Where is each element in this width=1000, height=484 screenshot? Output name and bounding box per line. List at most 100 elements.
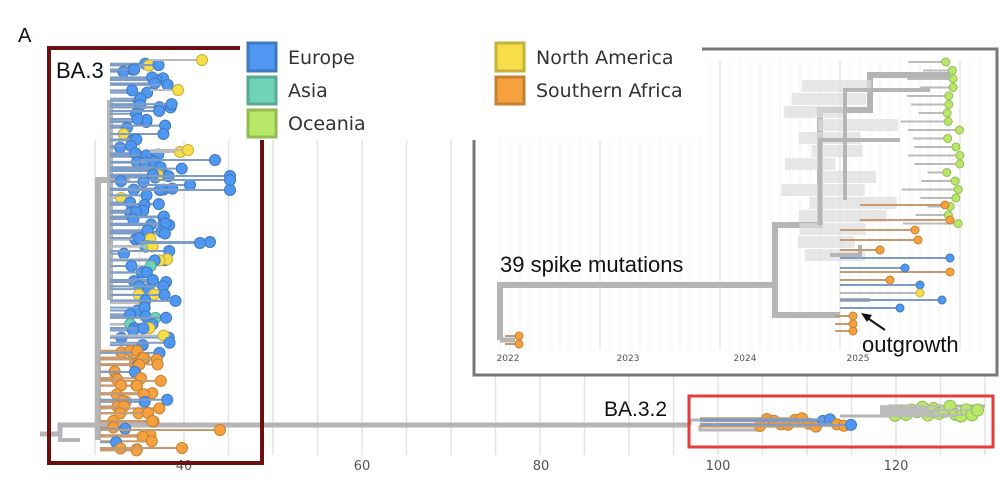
tip-node	[944, 100, 954, 109]
inset-tick: 2022	[497, 354, 520, 364]
tip-node	[169, 294, 182, 307]
tip-node	[937, 295, 947, 305]
inset-tick: 2025	[847, 354, 870, 364]
tip-node	[885, 275, 895, 285]
tip-node	[128, 63, 141, 76]
legend-item-north-america: North America	[494, 41, 674, 73]
tip-node	[175, 162, 188, 175]
tip-node	[117, 65, 130, 78]
branch	[58, 434, 80, 442]
tip-node	[161, 78, 174, 91]
tip-node	[224, 174, 236, 186]
axis-tick: 100	[706, 459, 731, 474]
tip-node	[160, 311, 173, 324]
ba3-label: BA.3	[56, 58, 104, 83]
tip-node	[182, 144, 194, 156]
tip-node	[945, 215, 955, 225]
tip-node	[176, 442, 188, 454]
tip-node	[940, 200, 950, 210]
tip-node	[172, 84, 184, 96]
tip-node	[130, 444, 143, 457]
confidence-bar	[809, 197, 897, 209]
tip-node	[152, 59, 165, 72]
ba3-clade-box	[47, 46, 264, 465]
tip-node	[194, 237, 206, 249]
tip-node	[848, 311, 858, 321]
confidence-bar	[811, 145, 863, 157]
legend-item-southern-africa: Southern Africa	[494, 75, 683, 106]
tip-node	[127, 324, 140, 337]
tip-node	[209, 154, 221, 166]
tip-node	[951, 193, 961, 203]
legend-background	[240, 40, 702, 140]
tip-node	[953, 219, 963, 228]
tip-node	[915, 280, 925, 290]
legend-label: North America	[536, 47, 674, 69]
tip-node	[948, 74, 958, 84]
confidence-bar	[818, 171, 877, 183]
tip-node	[204, 236, 216, 248]
tip-node	[953, 185, 963, 194]
tip-node	[954, 125, 964, 135]
legend-item-europe: Europe	[246, 41, 355, 73]
tip-node	[157, 127, 170, 140]
tip-node	[161, 393, 174, 406]
tip-node	[138, 395, 151, 408]
tip-node	[131, 113, 144, 126]
tip-node	[945, 267, 955, 277]
tip-node	[147, 168, 160, 181]
tip-node	[133, 231, 146, 244]
ba32-label: BA.3.2	[604, 398, 667, 421]
confidence-bar	[797, 236, 855, 248]
tip-node	[900, 263, 910, 273]
tip-node	[942, 168, 952, 177]
tip-node	[943, 134, 953, 143]
tip-node	[875, 245, 885, 255]
tip-node	[214, 424, 226, 436]
confidence-bar	[799, 223, 866, 235]
tip-node	[130, 379, 143, 392]
outgrowth-annotation: outgrowth	[862, 332, 959, 357]
tip-node	[951, 142, 961, 152]
arrow-icon	[861, 313, 886, 331]
tip-node	[945, 253, 955, 263]
tip-node	[950, 176, 960, 186]
tip-node	[848, 326, 858, 336]
tip-node	[941, 57, 951, 67]
ba32-clade-box	[687, 394, 995, 449]
tip-node	[107, 421, 120, 434]
tip-node	[158, 227, 171, 240]
tip-node	[184, 179, 196, 191]
legend-item-oceania: Oceania	[246, 108, 366, 139]
tip-node	[224, 184, 236, 196]
tip-node	[165, 98, 178, 111]
tip-node	[126, 84, 139, 97]
confidence-bar	[781, 184, 865, 196]
tip-node	[151, 358, 164, 371]
tip-node	[148, 77, 161, 90]
confidence-bar	[783, 106, 847, 118]
tip-node	[119, 422, 132, 435]
inset-tick: 2024	[734, 354, 757, 364]
tip-node	[196, 54, 208, 66]
spike-mutations-annotation: 39 spike mutations	[500, 252, 683, 277]
tip-node	[146, 415, 159, 428]
tip-node	[117, 247, 130, 260]
tip-node	[947, 66, 957, 75]
tip-node	[955, 151, 965, 160]
north-america-swatch	[494, 41, 526, 73]
tip-node	[971, 403, 984, 417]
inset-tick: 2023	[617, 354, 640, 364]
legend-label: Oceania	[288, 113, 366, 135]
tip-node	[910, 225, 920, 235]
tip-node	[845, 418, 857, 431]
tip-node	[895, 303, 905, 313]
tip-node	[955, 159, 965, 169]
tip-node	[137, 322, 150, 335]
tip-node	[948, 83, 958, 92]
tip-node	[163, 336, 176, 349]
tip-node	[943, 117, 953, 126]
inset-branch	[818, 88, 930, 302]
tip-node	[942, 108, 952, 118]
